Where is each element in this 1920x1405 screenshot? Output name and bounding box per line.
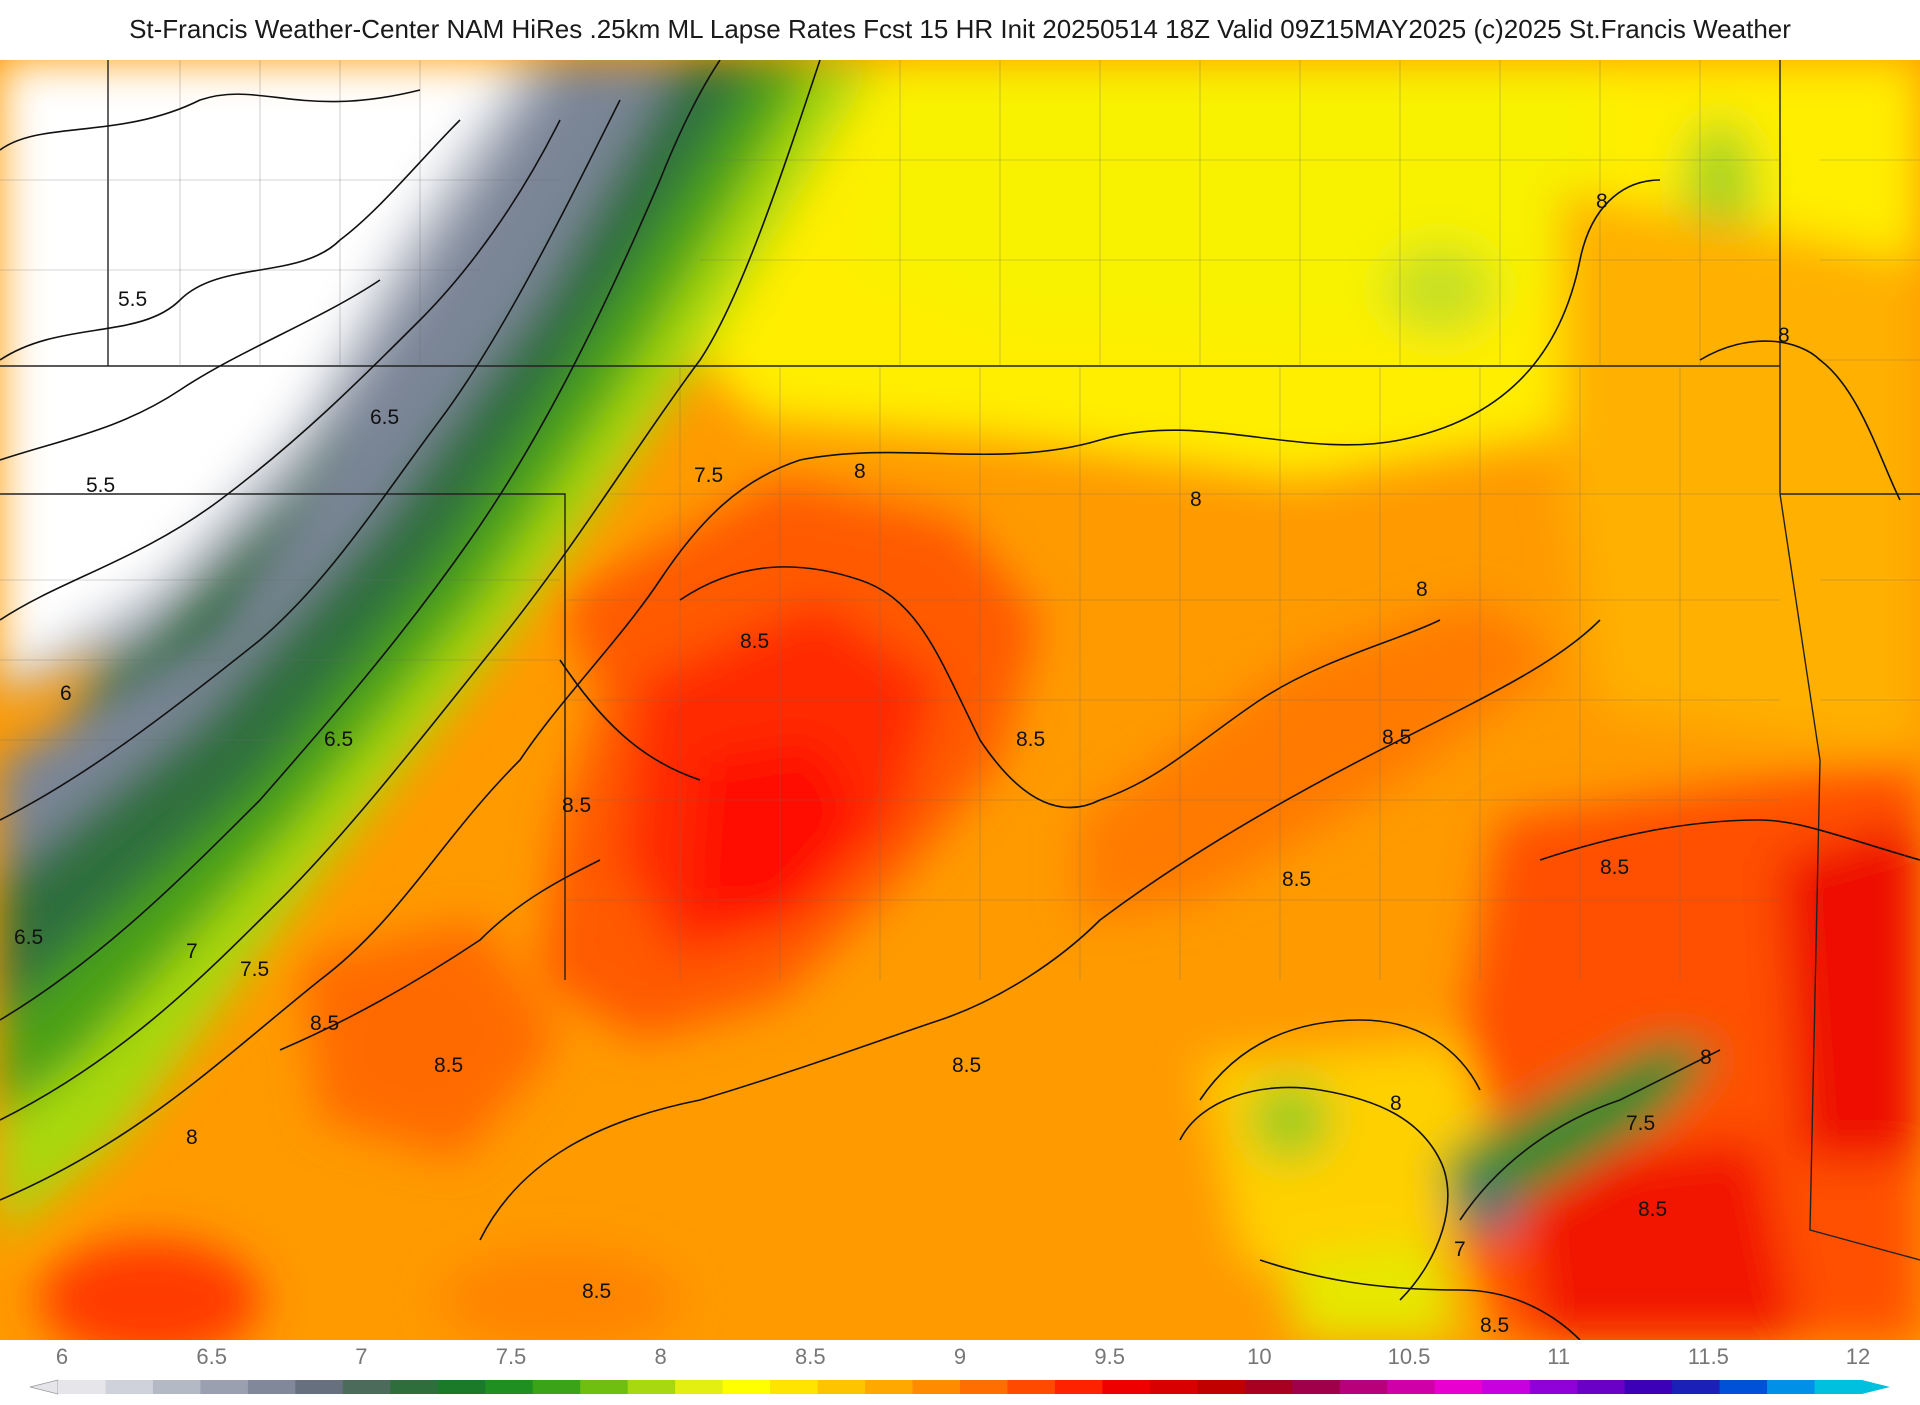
contour-label: 8.5 [1638,1198,1667,1221]
color-scale-ticks: 6 6.5 7 7.5 8 8.5 9 9.5 10 10.5 11 11.5 12 [56,1344,1870,1369]
color-scale-swatch [1434,1380,1483,1394]
color-scale-swatch [1719,1380,1768,1394]
color-scale-swatch [770,1380,819,1394]
color-scale-swatch [247,1380,296,1394]
contour-label: 6.5 [324,728,353,751]
color-scale-swatch [1624,1380,1673,1394]
color-scale-tick-label: 6.5 [196,1344,227,1369]
contour-label: 8.5 [310,1012,339,1035]
contour-label: 8 [186,1126,198,1149]
contour-label: 8 [1778,324,1790,347]
color-scale-swatch [865,1380,914,1394]
contour-label: 5.5 [86,474,115,497]
contour-label: 8.5 [1600,856,1629,879]
color-scale-swatch [1339,1380,1388,1394]
contour-label: 7.5 [694,464,723,487]
color-scale-swatch [152,1380,201,1394]
color-scale-swatch [817,1380,866,1394]
color-scale-swatch [1387,1380,1436,1394]
color-scale-tick-label: 10 [1247,1344,1271,1369]
color-scale-tick-label: 9.5 [1094,1344,1125,1369]
contour-label: 8.5 [1016,728,1045,751]
color-scale-tick-label: 9 [954,1344,966,1369]
contour-label: 8 [1390,1092,1402,1115]
color-scale-swatch [1767,1380,1816,1394]
title-bar: St-Francis Weather-Center NAM HiRes .25k… [0,0,1920,60]
contour-label: 8.5 [582,1280,611,1303]
color-scale-swatch [627,1380,676,1394]
contour-label: 6.5 [14,926,43,949]
color-scale-tick-label: 11.5 [1688,1344,1729,1369]
contour-label: 8.5 [1480,1314,1509,1337]
color-scale-swatch [532,1380,581,1394]
contour-lines [0,60,1920,1340]
color-scale-swatch [1672,1380,1721,1394]
color-scale-high-arrow [1862,1380,1890,1394]
contour-label: 8 [1700,1046,1712,1069]
color-scale-bar [29,1379,1890,1395]
color-scale-tick-label: 11 [1547,1344,1570,1369]
color-scale-swatch [960,1380,1008,1394]
color-scale-swatch [1007,1380,1056,1394]
color-scale-swatch [912,1380,961,1394]
contour-label: 7 [1454,1238,1466,1261]
contour-label: 8.5 [952,1054,981,1077]
color-scale-swatch [1149,1380,1198,1394]
contour-label: 7 [186,940,198,963]
color-scale-swatch [485,1380,534,1394]
color-scale-tick-label: 8.5 [795,1344,826,1369]
contour-label: 8.5 [562,794,591,817]
contour-label: 8 [1416,578,1428,601]
color-scale-swatch [1054,1380,1103,1394]
color-scale-low-arrow [29,1379,59,1395]
color-scale-swatch [1529,1380,1578,1394]
contour-label: 6.5 [370,406,399,429]
color-scale-swatch [580,1380,629,1394]
color-scale-swatch [58,1380,106,1394]
color-scale-swatch [295,1380,344,1394]
color-scale-tick-label: 10.5 [1388,1344,1431,1369]
color-scale-swatch [342,1380,391,1394]
lapse-rate-map: 5.5 5.5 6 6.5 6.5 6.5 7 7.5 7.5 8 8 8 8 … [0,60,1920,1340]
color-scale-swatch [1244,1380,1293,1394]
color-scale-swatch [437,1380,486,1394]
color-scale-swatch [105,1380,154,1394]
color-scale-tick-label: 7.5 [496,1344,527,1369]
contour-label: 8 [1190,488,1202,511]
contour-label: 8.5 [434,1054,463,1077]
color-scale-tick-label: 8 [655,1344,667,1369]
map-title: St-Francis Weather-Center NAM HiRes .25k… [129,14,1791,44]
contour-label: 7.5 [1626,1112,1655,1135]
color-scale-swatch [200,1380,249,1394]
color-scale-tick-label: 6 [56,1344,68,1369]
filled-field [0,60,1920,1340]
color-scale-swatch [722,1380,771,1394]
contour-label-layer: 5.5 5.5 6 6.5 6.5 6.5 7 7.5 7.5 8 8 8 8 … [14,190,1790,1337]
color-scale-tick-label: 12 [1846,1344,1870,1369]
county-lines [0,60,1920,980]
color-scale-swatch [1197,1380,1246,1394]
color-scale-swatch [390,1380,439,1394]
color-scale-legend: 6 6.5 7 7.5 8 8.5 9 9.5 10 10.5 11 11.5 12 [0,1340,1920,1400]
contour-label: 8.5 [1382,726,1411,749]
color-scale-swatch [675,1380,724,1394]
contour-label: 8.5 [1282,868,1311,891]
color-scale-swatch [1814,1380,1863,1394]
color-scale-swatch [1292,1380,1341,1394]
contour-label: 8 [1596,190,1608,213]
color-scale-tick-label: 7 [355,1344,367,1369]
contour-label: 8 [854,460,866,483]
contour-label: 7.5 [240,958,269,981]
contour-label: 6 [60,682,72,705]
color-scale-swatch [1577,1380,1626,1394]
color-scale-swatch [1482,1380,1531,1394]
color-scale-swatch [1102,1380,1151,1394]
contour-label: 8.5 [740,630,769,653]
contour-label: 5.5 [118,288,147,311]
